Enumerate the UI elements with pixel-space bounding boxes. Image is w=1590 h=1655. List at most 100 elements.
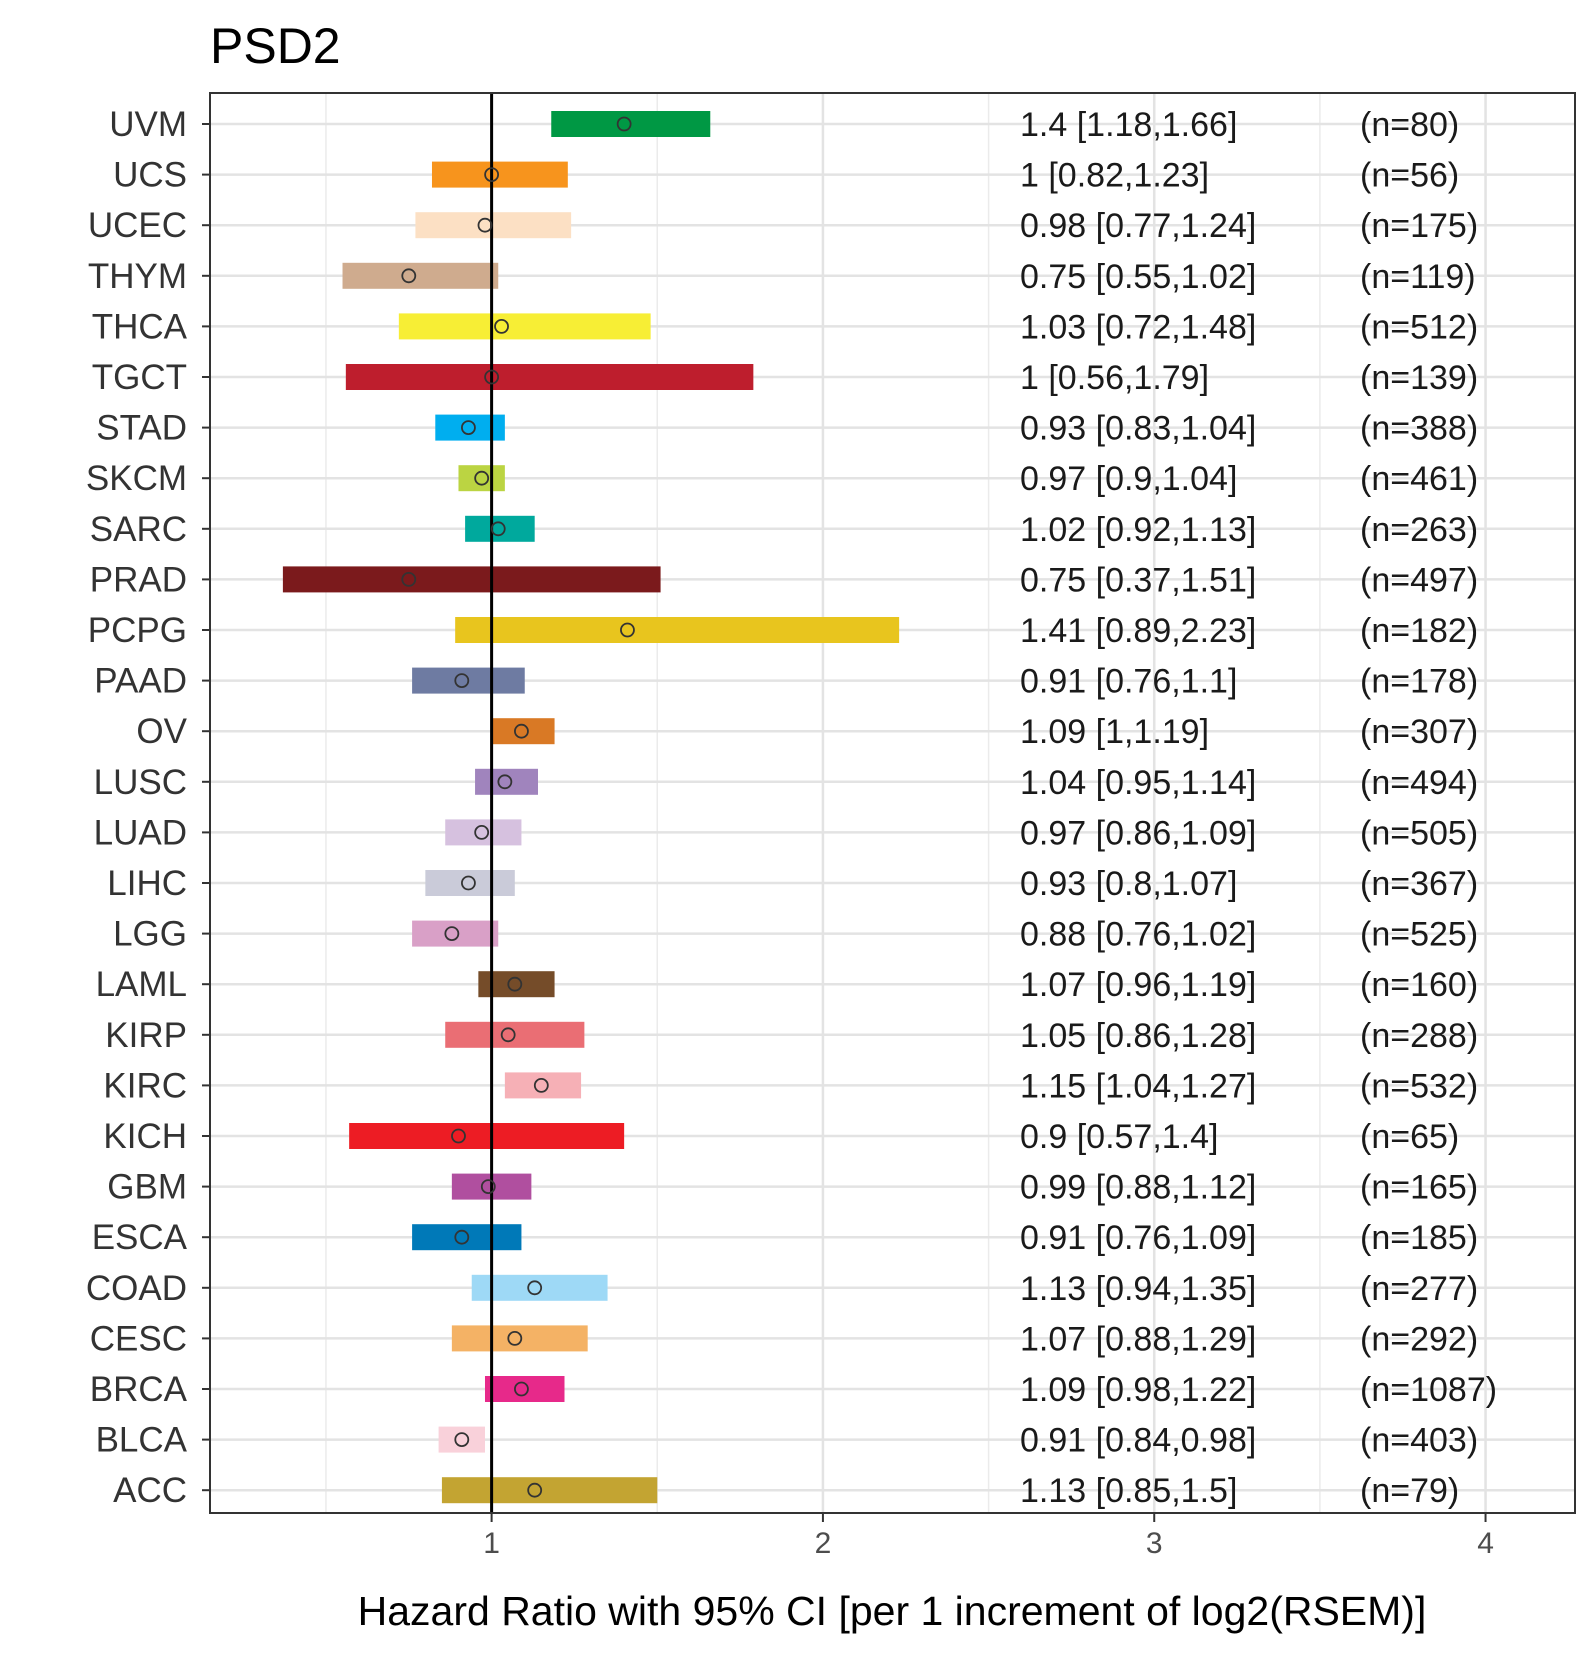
x-tick-label: 4 [1477,1527,1494,1560]
sample-size-text: (n=165) [1360,1169,1478,1207]
ci-bar-tgct [345,364,754,390]
hr-ci-text: 1.41 [0.89,2.23] [1020,612,1256,650]
y-tick-label: COAD [86,1269,187,1308]
ci-bar-luad [445,819,522,846]
ci-bar-ucec [415,212,572,239]
sample-size-text: (n=182) [1360,612,1478,650]
sample-size-text: (n=532) [1360,1067,1478,1105]
hr-point-lusc [497,774,513,790]
hr-point-uvm [616,116,632,132]
hr-point-stad [461,420,476,436]
sample-size-text: (n=185) [1360,1219,1478,1257]
ci-bar-blca [438,1426,485,1453]
y-tick-label: LGG [113,915,187,954]
hr-point-gbm [480,1179,496,1194]
hr-point-esca [454,1229,470,1245]
sample-size-text: (n=525) [1360,916,1478,954]
hr-point-lgg [444,926,460,941]
x-axis-label: Hazard Ratio with 95% CI [per 1 incremen… [358,1588,1427,1634]
hr-ci-text: 1 [0.82,1.23] [1020,157,1209,195]
y-tick-label: PCPG [88,611,187,650]
y-axis: UVM UCS UCEC THYM THCA TGCT STAD SKCM SARC PRAD PC… [86,105,210,1510]
ci-bar-kirc [504,1072,582,1099]
sample-size-text: (n=505) [1360,814,1478,852]
ci-bar-coad [471,1274,608,1301]
y-tick-label: BRCA [90,1370,188,1409]
hr-point-tgct [484,369,500,385]
hr-ci-text: 1 [0.56,1.79] [1020,359,1209,397]
hr-ci-text: 1.02 [0.92,1.13] [1020,511,1256,549]
y-tick-label: THCA [92,307,188,346]
hr-point-skcm [474,470,490,486]
hr-ci-text: 0.75 [0.37,1.51] [1020,561,1256,599]
sample-size-text: (n=56) [1360,157,1459,195]
hr-point-luad [474,825,490,840]
hr-point-brca [514,1381,529,1397]
y-tick-label: OV [136,712,187,751]
hr-ci-text: 1.05 [0.86,1.28] [1020,1017,1256,1055]
y-tick-label: TGCT [92,358,187,397]
hr-ci-text: 1.07 [0.88,1.29] [1020,1320,1256,1358]
hr-ci-text: 0.93 [0.83,1.04] [1020,410,1256,448]
hr-ci-text: 1.09 [1,1.19] [1020,713,1209,751]
ci-bar-prad [282,566,661,593]
ci-bar-kich [349,1123,625,1149]
hr-ci-text: 1.4 [1.18,1.66] [1020,106,1237,144]
x-axis: 1 2 3 4 [483,1513,1494,1560]
hr-ci-text: 0.97 [0.9,1.04] [1020,460,1237,498]
plot-border [209,92,1576,1514]
hr-point-paad [454,673,470,688]
y-tick-label: KIRP [105,1016,187,1055]
sample-size-text: (n=139) [1360,359,1478,397]
y-tick-label: KIRC [103,1066,187,1105]
x-tick-label: 1 [483,1527,500,1560]
sample-size-text: (n=178) [1360,663,1478,701]
y-tick-label: ACC [113,1471,187,1510]
ci-bar-sarc [465,515,535,542]
y-tick-label: KICH [103,1117,187,1156]
ci-bar-ucs [431,161,568,188]
ci-bar-laml [478,971,555,998]
y-tick-label: UCS [113,156,187,195]
y-tick-label: LAML [96,965,187,1004]
sample-size-text: (n=119) [1360,258,1476,296]
hr-point-kich [451,1128,466,1144]
hr-ci-text: 1.09 [0.98,1.22] [1020,1371,1256,1409]
hr-ci-text: 0.88 [0.76,1.02] [1020,916,1256,954]
ci-bar-pcpg [455,617,900,643]
ci-bar-thym [342,262,499,289]
sample-size-text: (n=403) [1360,1422,1478,1460]
hr-point-blca [454,1432,470,1447]
ci-bar-esca [412,1224,522,1251]
ci-bar-stad [435,414,505,441]
y-tick-label: GBM [107,1168,187,1207]
y-tick-label: LIHC [107,864,187,903]
sample-size-text: (n=80) [1360,106,1459,144]
sample-size-text: (n=388) [1360,410,1478,448]
hr-ci-text: 0.75 [0.55,1.02] [1020,258,1256,296]
hr-ci-text: 0.9 [0.57,1.4] [1020,1118,1219,1156]
y-tick-label: CESC [90,1319,187,1358]
y-tick-label: PRAD [90,560,187,599]
sample-size-text: (n=175) [1360,207,1478,245]
hr-point-ucec [477,217,493,233]
sample-size-text: (n=307) [1360,713,1478,751]
hr-ci-text: 0.97 [0.86,1.09] [1020,814,1256,852]
hr-ci-text: 1.04 [0.95,1.14] [1020,764,1256,802]
hr-point-prad [401,572,417,587]
y-tick-label: PAAD [94,662,187,701]
x-tick-label: 2 [815,1527,832,1560]
ci-bar-lihc [425,870,515,896]
sample-size-text: (n=79) [1360,1472,1459,1510]
sample-size-text: (n=160) [1360,966,1478,1004]
hr-point-laml [507,976,523,992]
hr-point-thca [494,318,509,334]
y-tick-label: SARC [90,510,187,549]
y-tick-label: LUAD [94,813,187,852]
hr-ci-text: 1.03 [0.72,1.48] [1020,308,1256,346]
y-tick-label: UVM [109,105,187,144]
hr-point-pcpg [620,622,635,638]
hr-ci-text: 0.93 [0.8,1.07] [1020,865,1237,903]
sample-size-text: (n=263) [1360,511,1478,549]
